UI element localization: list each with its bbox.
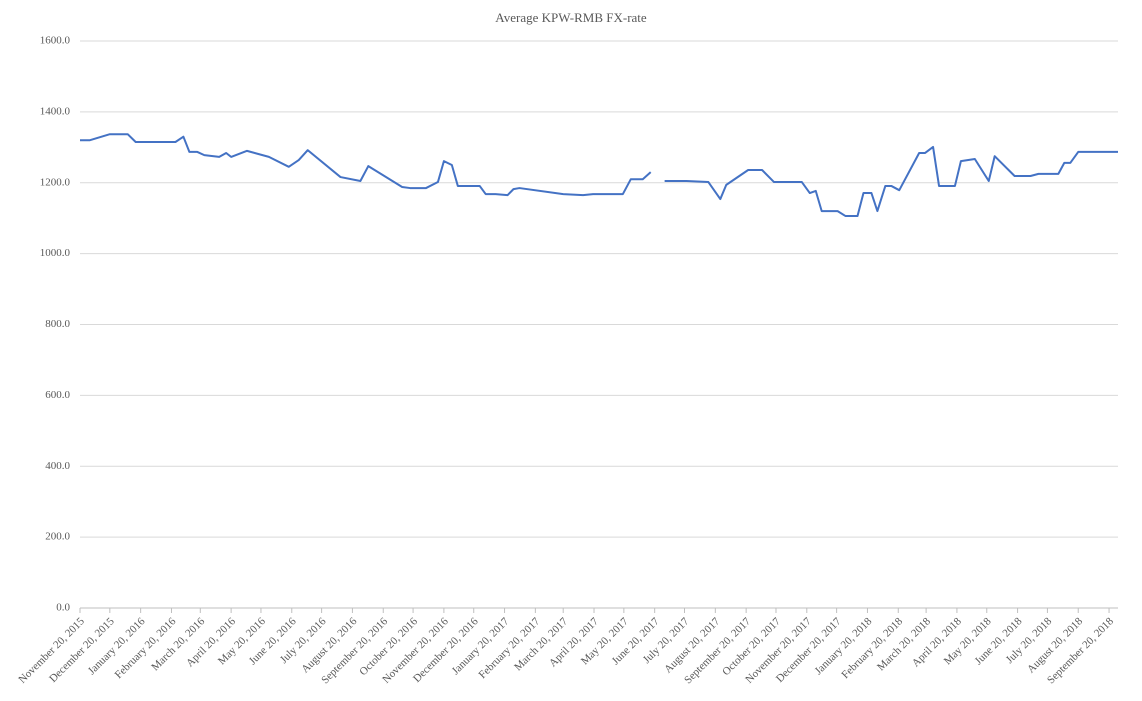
y-tick-label: 1200.0 xyxy=(40,176,71,188)
y-tick-label: 600.0 xyxy=(45,389,70,401)
series-line xyxy=(80,133,1118,218)
y-tick-label: 200.0 xyxy=(45,531,70,543)
y-tick-label: 800.0 xyxy=(45,318,70,330)
y-tick-label: 1600.0 xyxy=(40,35,71,47)
y-tick-label: 1400.0 xyxy=(40,105,71,117)
y-tick-label: 400.0 xyxy=(45,460,70,472)
chart-title: Average KPW-RMB FX-rate xyxy=(495,10,647,25)
y-tick-label: 1000.0 xyxy=(40,247,71,259)
y-tick-label: 0.0 xyxy=(56,602,70,614)
